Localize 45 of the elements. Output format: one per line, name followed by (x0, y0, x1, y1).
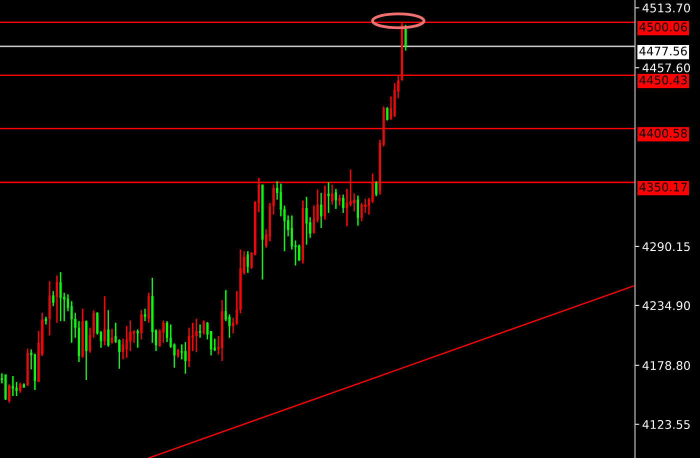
candlestick (59, 271, 62, 322)
y-tick-label: 4457.60 (642, 63, 690, 72)
candlestick (162, 320, 164, 344)
ref-line-label: 4477.56 (639, 46, 687, 56)
candlestick (342, 194, 344, 214)
candlestick (198, 324, 202, 338)
candlestick (386, 106, 388, 122)
candlestick (8, 384, 10, 404)
y-tick-label: 4290.15 (642, 242, 690, 252)
candlestick (202, 320, 205, 336)
candlestick (184, 341, 186, 374)
candlestick (375, 180, 378, 197)
candlestick (19, 382, 22, 394)
candlestick (144, 308, 146, 322)
candlestick (52, 290, 54, 307)
candlestick (15, 381, 18, 397)
candlestick (364, 198, 366, 214)
candlestick (280, 182, 282, 217)
candlestick (320, 192, 322, 229)
ref-line-label: 4500.06 (639, 22, 687, 32)
candlestick (298, 244, 300, 262)
y-tick-label: 4513.70 (642, 4, 690, 12)
candlestick (56, 274, 58, 324)
candlestick (346, 188, 348, 227)
candlestick (195, 318, 198, 353)
candlestick (148, 292, 150, 324)
candlestick (353, 192, 356, 212)
candlestick (246, 250, 249, 274)
candlestick (334, 188, 337, 210)
candlestick (107, 309, 110, 348)
candlestick (180, 344, 183, 360)
ref-line-label: 4350.17 (639, 182, 687, 192)
candlestick (290, 214, 293, 250)
candlestick (12, 375, 14, 397)
ref-line-label: 4400.58 (639, 128, 687, 138)
candlestick (356, 194, 360, 226)
y-tick-label: 4234.90 (642, 301, 690, 310)
candlestick (140, 309, 142, 340)
y-tick-label: 4123.55 (642, 420, 690, 429)
candlestick (312, 204, 315, 234)
candlestick (132, 330, 136, 344)
candlestick (136, 328, 139, 348)
y-tick-label: 4178.80 (642, 361, 690, 370)
ref-line-label: 4450.43 (639, 76, 687, 84)
candlestick (324, 184, 326, 220)
